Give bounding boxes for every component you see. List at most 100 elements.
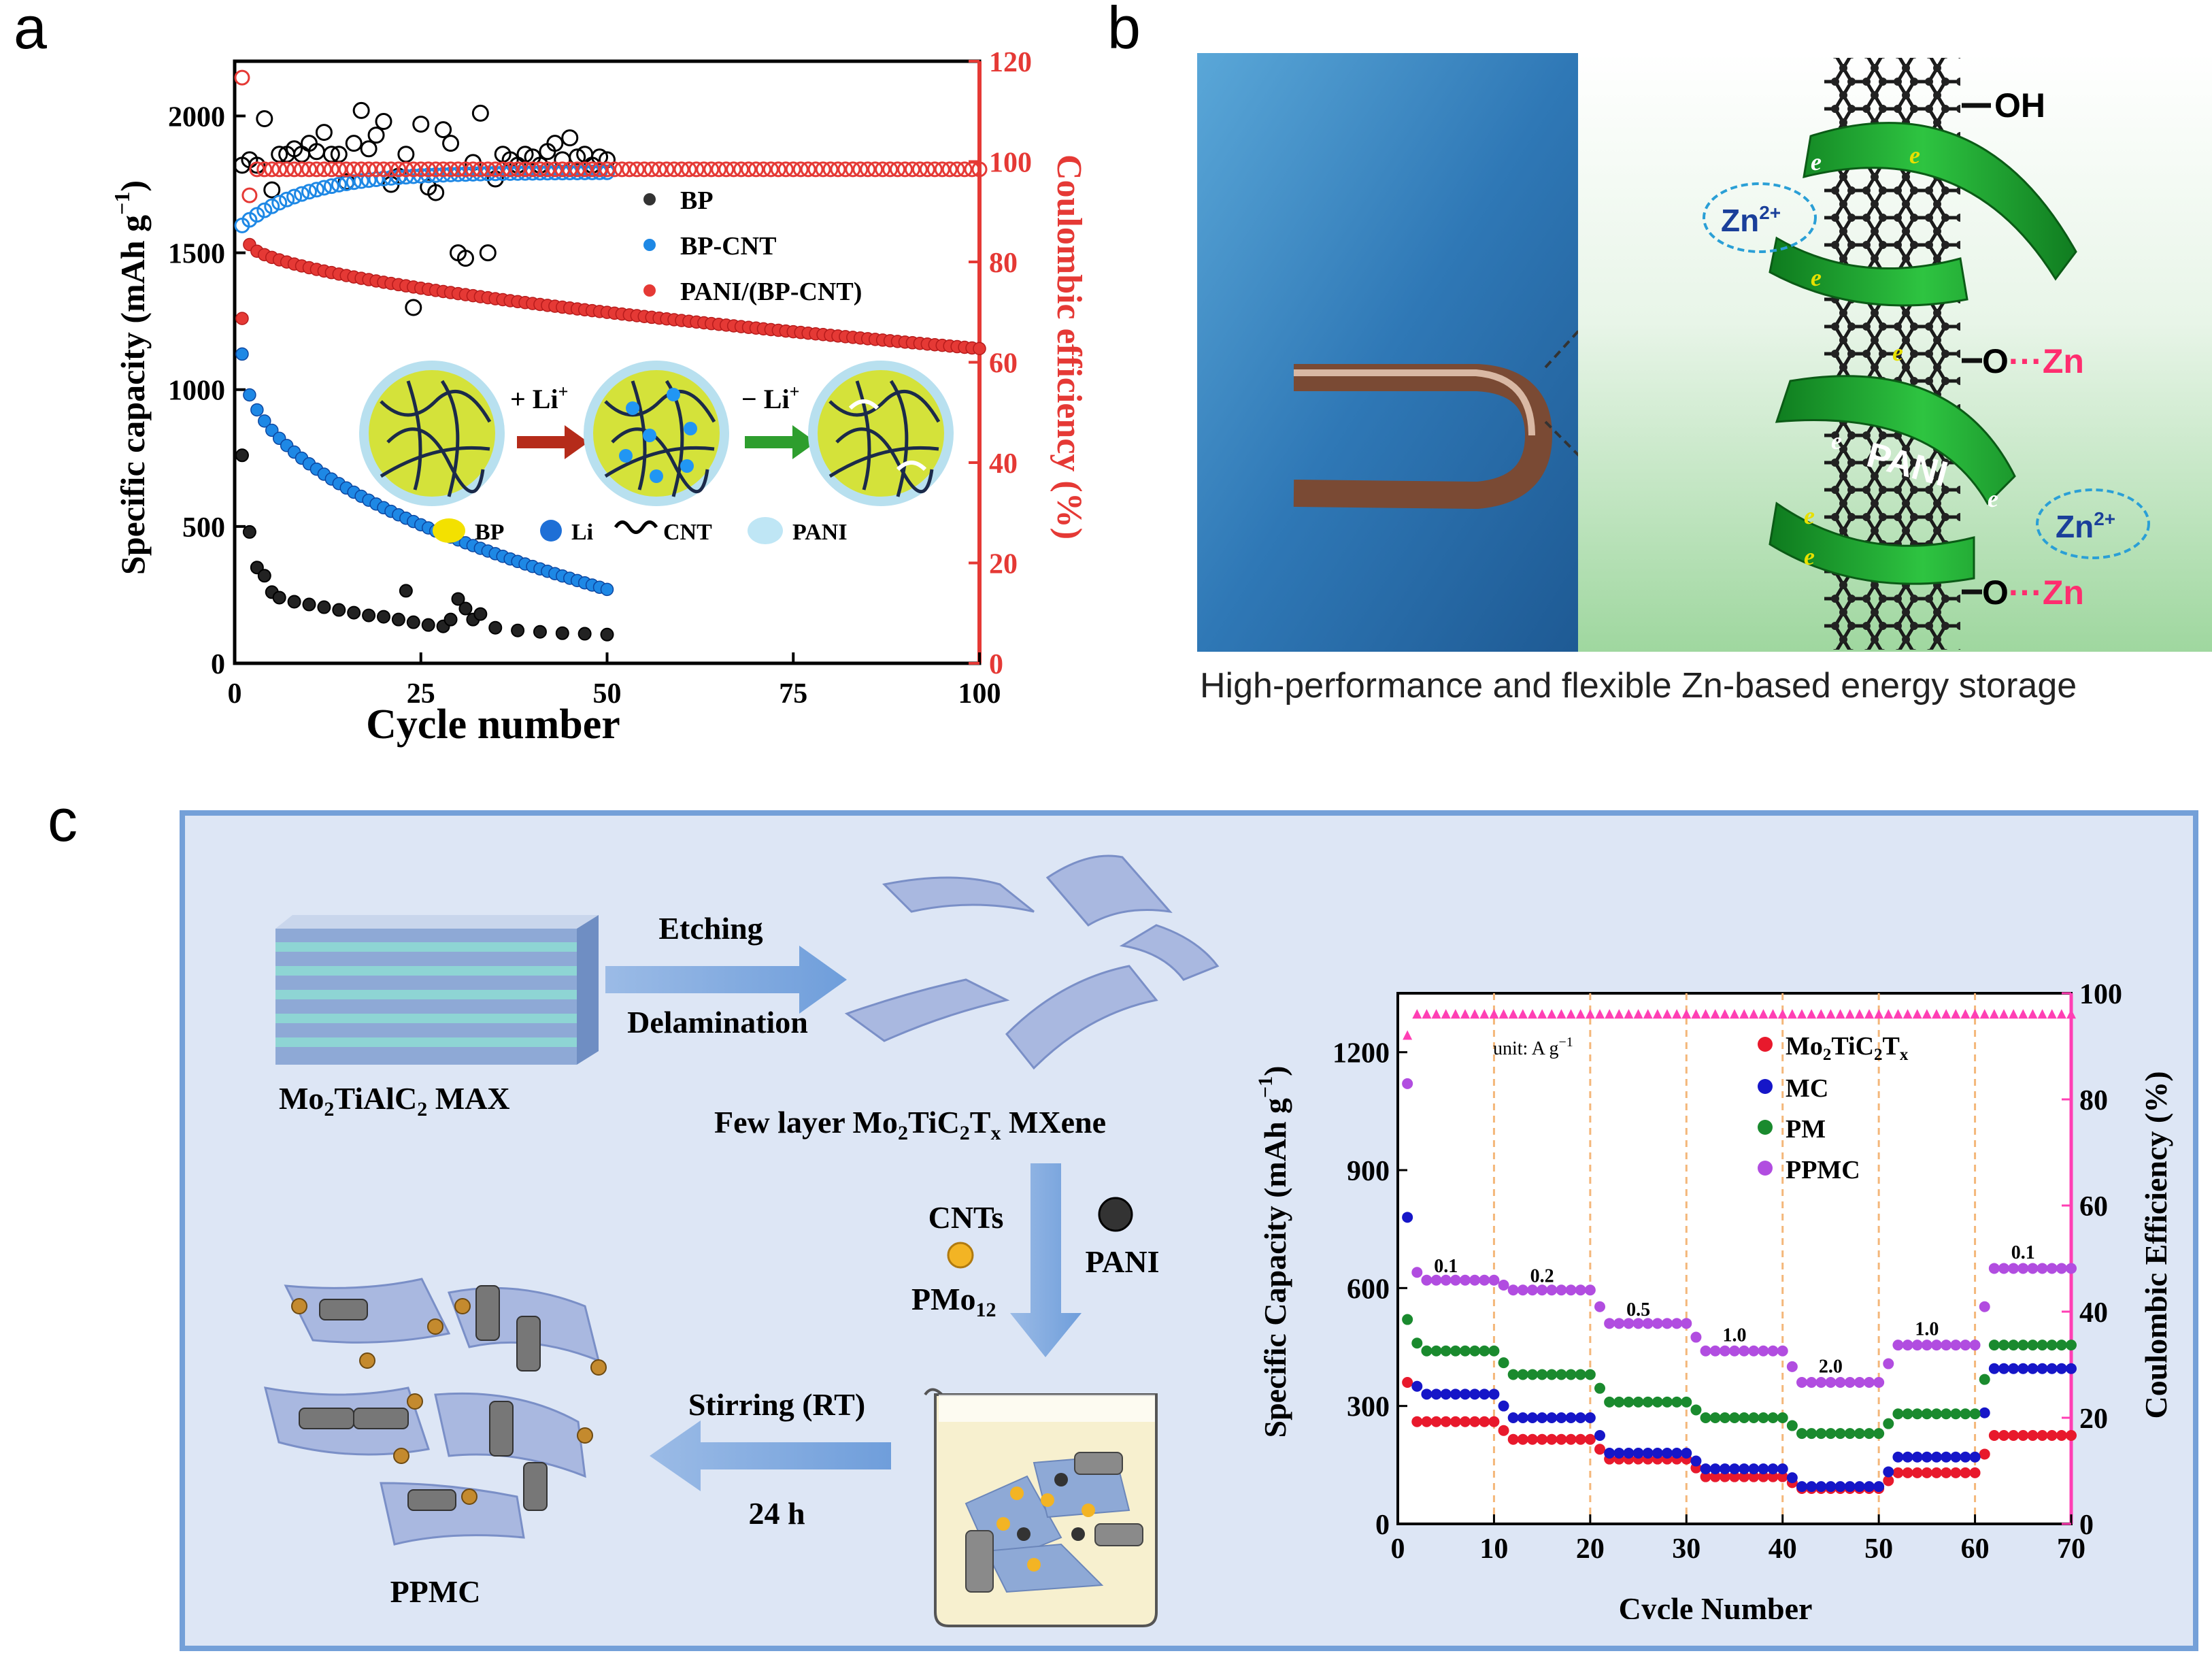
c-ce-point [1518,1009,1528,1019]
c-point-ppmc [1892,1340,1904,1351]
c-point-pm [1700,1412,1711,1423]
c-point-pm [2066,1340,2077,1351]
a-xtick-label: 0 [228,678,242,710]
zn-ion-label-2: Zn2+ [2056,508,2115,544]
c-point-mc [1584,1412,1596,1423]
c-point-ppmc [1652,1318,1663,1329]
c-point-mc [2056,1363,2067,1374]
c-point-pm [1498,1357,1509,1369]
a-pani-efficiency-point [308,161,324,178]
c-point-pm [1729,1412,1740,1423]
c-point-mc [1902,1451,1913,1463]
a-bpcnt-efficiency-point [294,186,310,202]
a-pani-efficiency-point [383,161,399,178]
c-ce-point [1624,1009,1634,1019]
a-xtick-label: 25 [407,678,435,710]
a-pani-efficiency-point [249,161,265,178]
c-point-mc [1430,1389,1442,1400]
a-pani-efficiency-point [681,161,697,178]
c-point-mc [1460,1389,1471,1400]
c-point-ppmc [1815,1377,1827,1388]
pani-label: PANI [1085,1244,1159,1279]
c-ce-point [1585,1009,1595,1019]
a-bp-efficiency-point [367,127,385,144]
a-pani-efficiency-point [614,161,630,178]
a-pani-efficiency-point [428,161,444,178]
c-point-ppmc [1998,1263,2009,1274]
c-ce-point [1614,1009,1624,1019]
a-bp-efficiency-point [569,148,586,166]
c-point-ppmc [1883,1358,1894,1369]
c-point-pm [1979,1374,1990,1385]
a-ytick-right-label: 120 [989,47,1032,78]
a-bpcnt-efficiency-point [279,191,295,207]
a-pani-efficiency-point [509,161,526,178]
c-point-pm [1931,1408,1942,1420]
inset-voids [848,399,927,471]
c-xtick-label: 30 [1672,1533,1700,1565]
c-point-pm [2056,1340,2067,1351]
a-bpcnt-efficiency-point [375,170,392,186]
c-ce-point [2028,1009,2038,1019]
c-point-pm [1873,1428,1885,1440]
a-bpcnt-efficiency-point [353,173,369,189]
c-point-ppmc [1921,1340,1932,1351]
c-ce-point [1768,1009,1778,1019]
svg-text:e: e [1811,148,1822,176]
c-ce-point [1547,1009,1557,1019]
c-point-ppmc [1430,1274,1442,1286]
a-bp-efficiency-point [471,104,489,122]
c-ce-point [1556,1009,1566,1019]
a-pani-efficiency-point [763,161,779,178]
svg-text:e: e [1831,427,1842,454]
a-pani-efficiency-point [815,161,831,178]
c-point-mc [1921,1451,1932,1463]
c-point-mo2tic2tx [2017,1430,2029,1441]
c-point-mo2tic2tx [1411,1416,1423,1427]
c-point-mo2tic2tx [2008,1430,2020,1441]
c-point-pm [1460,1345,1471,1357]
cnts-label: CNTs [928,1200,1004,1235]
c-ytick-left-label: 1200 [1333,1038,1390,1069]
a-pani-efficiency-point [443,161,459,178]
c-point-ppmc [1864,1377,1875,1388]
c-legend-marker-0 [1758,1037,1773,1052]
c-ce-point [1730,1009,1739,1019]
a-bp-efficiency-point [263,181,281,199]
c-point-pm [1719,1412,1730,1423]
c-point-mc [1786,1472,1798,1484]
c-point-mo2tic2tx [2046,1430,2058,1441]
c-point-mo2tic2tx [1430,1416,1442,1427]
c-point-pm [2027,1340,2039,1351]
c-point-ppmc [2017,1263,2029,1274]
a-pani-efficiency-point [584,161,601,178]
c-legend-0: Mo2TiC2Tx [1786,1032,1909,1064]
c-point-pm [1739,1412,1750,1423]
a-pani-efficiency-point [837,161,854,178]
c-point-pm [1815,1428,1827,1440]
c-point-mo2tic2tx [1758,1471,1769,1482]
c-point-mo2tic2tx [1988,1430,2000,1441]
c-ce-point [1749,1009,1759,1019]
c-point-mo2tic2tx [1719,1471,1730,1482]
c-point-mo2tic2tx [1517,1433,1528,1445]
c-point-pm [1632,1396,1644,1408]
a-bpcnt-efficiency-point [323,178,339,195]
c-point-mc [1623,1448,1635,1459]
panel-c-letter: c [48,786,78,854]
c-point-mo2tic2tx [1460,1416,1471,1427]
c-point-mo2tic2tx [1941,1467,1952,1478]
c-point-ppmc [1460,1274,1471,1286]
chart-a: 0 25 50 75 100050010001500200002040608010012… [110,47,1088,748]
c-point-ppmc [1931,1340,1942,1351]
a-pani-efficiency-point [264,161,280,178]
c-point-pm [2017,1340,2029,1351]
a-bp-capacity-point [362,608,376,622]
c-point-ppmc [1411,1267,1423,1278]
a-pani-efficiency-point [405,161,422,178]
c-point-mo2tic2tx [2056,1430,2067,1441]
c-point-ppmc [1556,1284,1567,1296]
c-point-pm [1892,1408,1904,1420]
a-pani-efficiency-point [532,161,548,178]
ozn-label-1: O···Zn [1982,342,2084,380]
